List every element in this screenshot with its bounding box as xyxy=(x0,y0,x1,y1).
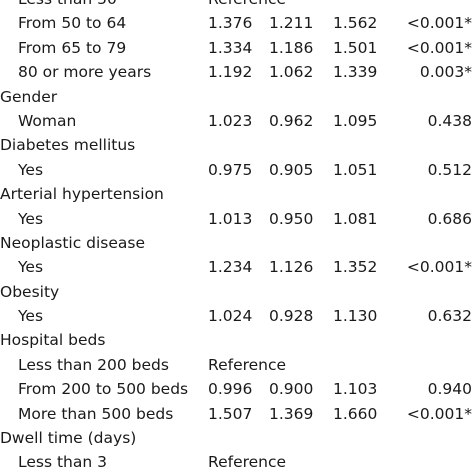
row-label: Yes xyxy=(18,160,44,179)
value-cell: Reference xyxy=(208,453,287,472)
ci-upper-cell: 1.081 xyxy=(333,209,378,228)
p-value-cell: <0.001* xyxy=(406,404,472,423)
group-header-row: Arterial hypertension xyxy=(0,182,474,206)
p-value-cell: 0.003* xyxy=(419,63,472,82)
group-label: Neoplastic disease xyxy=(0,233,146,252)
row-label: Less than 200 beds xyxy=(18,355,169,374)
row-label: Yes xyxy=(18,209,44,228)
ci-upper-cell: 1.339 xyxy=(333,63,378,82)
ci-lower-cell: 0.928 xyxy=(269,307,314,326)
p-value-cell: 0.632 xyxy=(427,307,472,326)
value-cell: 1.334 xyxy=(208,38,253,57)
row-label: Less than 3 xyxy=(18,453,107,472)
ci-lower-cell: 1.126 xyxy=(269,258,314,277)
group-header-row: Gender xyxy=(0,85,474,109)
table-row: From 200 to 500 beds 0.996 0.900 1.103 0.940 xyxy=(0,377,474,401)
value-cell: 1.013 xyxy=(208,209,253,228)
row-label: Woman xyxy=(18,111,77,130)
group-header-row: Neoplastic disease xyxy=(0,231,474,255)
value-cell: 1.192 xyxy=(208,63,253,82)
ci-upper-cell: 1.130 xyxy=(333,307,378,326)
row-label: Yes xyxy=(18,307,44,326)
p-value-cell: 0.512 xyxy=(427,160,472,179)
group-label: Obesity xyxy=(0,282,60,301)
value-cell: 1.376 xyxy=(208,14,253,33)
table-row: Less than 50 Reference xyxy=(0,0,474,11)
group-header-row: Dwell time (days) xyxy=(0,426,474,450)
table-row: Yes 1.013 0.950 1.081 0.686 xyxy=(0,207,474,231)
row-label: Less than 50 xyxy=(18,0,117,11)
ci-upper-cell: 1.051 xyxy=(333,160,378,179)
group-label: Dwell time (days) xyxy=(0,429,137,448)
value-cell: 0.996 xyxy=(208,380,253,399)
p-value-cell: 0.940 xyxy=(427,380,472,399)
ci-lower-cell: 0.950 xyxy=(269,209,314,228)
ci-upper-cell: 1.095 xyxy=(333,111,378,130)
group-label: Hospital beds xyxy=(0,331,106,350)
ci-lower-cell: 0.962 xyxy=(269,111,314,130)
table-row: Yes 1.024 0.928 1.130 0.632 xyxy=(0,304,474,328)
table-row: Woman 1.023 0.962 1.095 0.438 xyxy=(0,109,474,133)
ci-lower-cell: 1.186 xyxy=(269,38,314,57)
group-header-row: Diabetes mellitus xyxy=(0,133,474,157)
group-label: Diabetes mellitus xyxy=(0,136,136,155)
group-header-row: Hospital beds xyxy=(0,328,474,352)
table-row: Yes 0.975 0.905 1.051 0.512 xyxy=(0,158,474,182)
value-cell: 0.975 xyxy=(208,160,253,179)
value-cell: 1.024 xyxy=(208,307,253,326)
value-cell: 1.023 xyxy=(208,111,253,130)
ci-upper-cell: 1.501 xyxy=(333,38,378,57)
group-header-row: Obesity xyxy=(0,280,474,304)
row-label: From 50 to 64 xyxy=(18,14,127,33)
group-label: Gender xyxy=(0,87,58,106)
ci-upper-cell: 1.660 xyxy=(333,404,378,423)
value-cell: Reference xyxy=(208,0,286,11)
value-cell: Reference xyxy=(208,355,287,374)
p-value-cell: <0.001* xyxy=(406,38,472,57)
table-row: Less than 3 Reference xyxy=(0,450,474,474)
table-row: Less than 200 beds Reference xyxy=(0,353,474,377)
row-label: From 200 to 500 beds xyxy=(18,380,189,399)
ci-lower-cell: 1.211 xyxy=(269,14,314,33)
row-label: 80 or more years xyxy=(18,63,152,82)
table-row: From 50 to 64 1.376 1.211 1.562 <0.001* xyxy=(0,11,474,35)
ci-lower-cell: 1.062 xyxy=(269,63,314,82)
value-cell: 1.507 xyxy=(208,404,253,423)
row-label: From 65 to 79 xyxy=(18,38,127,57)
p-value-cell: <0.001* xyxy=(406,14,472,33)
p-value-cell: 0.438 xyxy=(427,111,472,130)
ci-upper-cell: 1.562 xyxy=(333,14,378,33)
ci-upper-cell: 1.103 xyxy=(333,380,378,399)
ci-upper-cell: 1.352 xyxy=(333,258,378,277)
group-label: Arterial hypertension xyxy=(0,185,164,204)
ci-lower-cell: 0.905 xyxy=(269,160,314,179)
table-row: Yes 1.234 1.126 1.352 <0.001* xyxy=(0,255,474,279)
p-value-cell: 0.686 xyxy=(427,209,472,228)
ci-lower-cell: 1.369 xyxy=(269,404,314,423)
row-label: More than 500 beds xyxy=(18,404,174,423)
row-label: Yes xyxy=(18,258,44,277)
table-row: From 65 to 79 1.334 1.186 1.501 <0.001* xyxy=(0,36,474,60)
p-value-cell: <0.001* xyxy=(406,258,472,277)
table-row: 80 or more years 1.192 1.062 1.339 0.003* xyxy=(0,60,474,84)
value-cell: 1.234 xyxy=(208,258,253,277)
ci-lower-cell: 0.900 xyxy=(269,380,314,399)
table-row: More than 500 beds 1.507 1.369 1.660 <0.001* xyxy=(0,402,474,426)
